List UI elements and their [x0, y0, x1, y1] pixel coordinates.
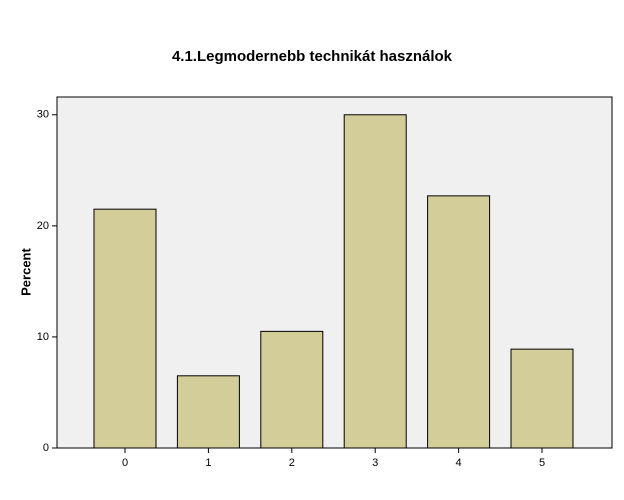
y-tick-label: 30 [37, 109, 49, 121]
x-tick-label: 4 [456, 457, 462, 469]
bar [343, 114, 407, 449]
bar [260, 330, 324, 449]
chart-title: 4.1.Legmodernebb technikát használok [172, 48, 453, 65]
x-tick-label: 1 [205, 457, 211, 469]
y-tick-label: 10 [37, 331, 49, 343]
bar [427, 195, 491, 449]
y-tick-label: 0 [43, 442, 49, 454]
x-tick-label: 3 [372, 457, 378, 469]
bar [93, 208, 157, 449]
bar [176, 375, 240, 449]
x-tick-label: 2 [289, 457, 295, 469]
y-tick-label: 20 [37, 220, 49, 232]
x-tick-label: 0 [122, 457, 128, 469]
x-tick-label: 5 [539, 457, 545, 469]
bar [510, 348, 574, 449]
y-axis-label: Percent [18, 247, 33, 295]
